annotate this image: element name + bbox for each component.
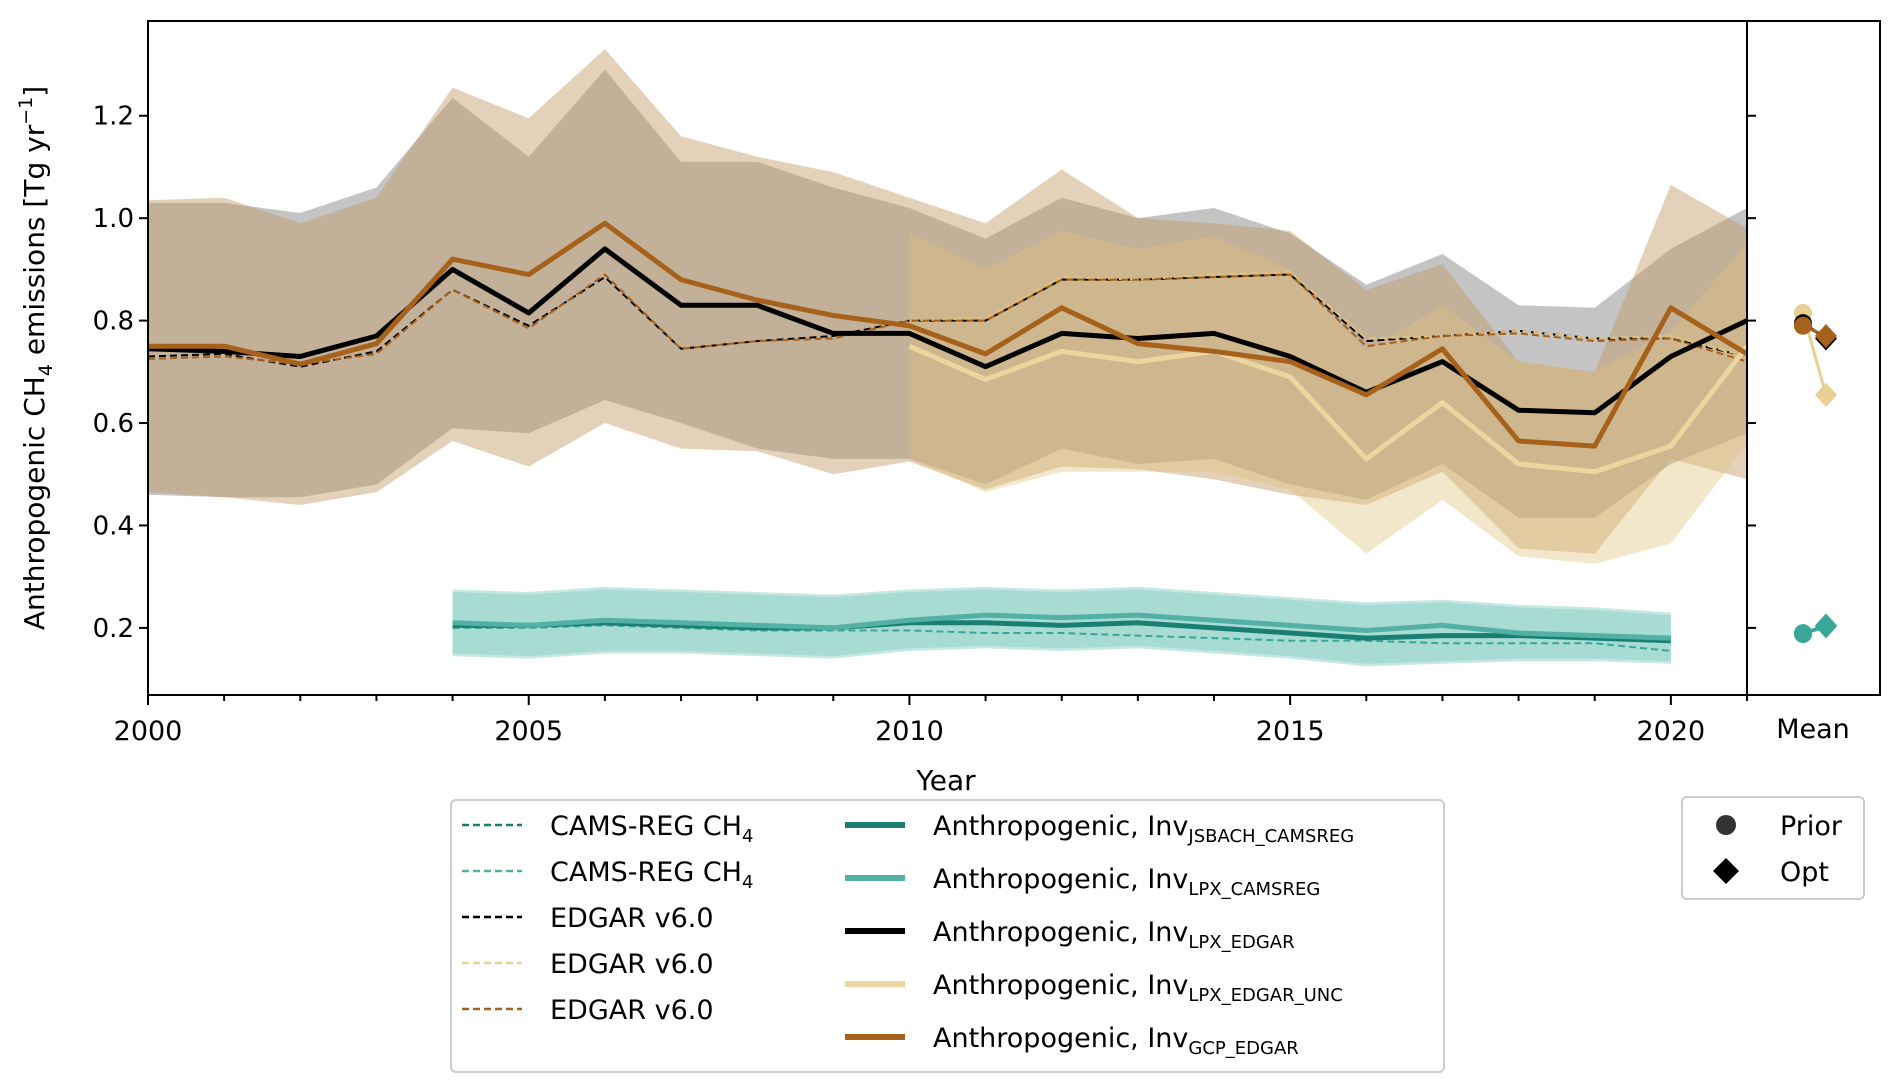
series-line-5 bbox=[452, 612, 1671, 641]
legend-label: Anthropogenic, InvGCP_EDGAR bbox=[933, 1023, 1299, 1059]
legend-label-sub: LPX_CAMSREG bbox=[1188, 879, 1320, 900]
legend-label-sub: LPX_EDGAR bbox=[1188, 932, 1294, 953]
x-tick-label: 2015 bbox=[1256, 716, 1325, 747]
y-tick-label: 0.8 bbox=[93, 307, 134, 337]
mean-opt-marker bbox=[1815, 382, 1837, 407]
legend-label-sub: JSBACH_CAMSREG bbox=[1187, 826, 1354, 847]
legend-label: EDGAR v6.0 bbox=[550, 903, 714, 934]
mean-prior-marker bbox=[1794, 316, 1812, 335]
legend-label-main: CAMS-REG CH bbox=[550, 811, 742, 842]
mean-label: Mean bbox=[1776, 714, 1850, 745]
legend-label-sub: 4 bbox=[742, 826, 753, 847]
legend-label-main: CAMS-REG CH bbox=[550, 857, 742, 888]
legend-label: Anthropogenic, InvLPX_EDGAR bbox=[933, 917, 1295, 953]
legend-label-main: Anthropogenic, Inv bbox=[933, 811, 1188, 842]
legend-label-main: Anthropogenic, Inv bbox=[933, 1023, 1188, 1054]
uncertainty-band-0 bbox=[148, 69, 1747, 518]
mean-opt-marker bbox=[1815, 323, 1837, 348]
axes: 2000 2005 2010 2015 2020 0.2 0.4 0.6 0.8 1.0 1.2 bbox=[93, 20, 1881, 747]
series-line-3 bbox=[452, 624, 1671, 652]
series-line-4 bbox=[452, 620, 1671, 644]
legend-label-sub: GCP_EDGAR bbox=[1188, 1038, 1298, 1059]
y-tick-label: 0.6 bbox=[93, 409, 134, 439]
y-tick-label: 0.2 bbox=[93, 614, 134, 644]
mean-prior-marker bbox=[1794, 625, 1812, 644]
legend-label-main: EDGAR v6.0 bbox=[550, 903, 714, 934]
series-line-7 bbox=[908, 343, 1749, 475]
y-tick-label: 1.2 bbox=[93, 102, 134, 132]
legend-label: EDGAR v6.0 bbox=[550, 995, 714, 1026]
legend-label: Anthropogenic, InvJSBACH_CAMSREG bbox=[933, 811, 1354, 847]
plot-area bbox=[147, 49, 1837, 667]
legend-label-main: EDGAR v6.0 bbox=[550, 995, 714, 1026]
circle-marker-icon bbox=[1716, 815, 1736, 835]
legend-label-sub: 4 bbox=[742, 872, 753, 893]
legend-label: CAMS-REG CH4 bbox=[550, 811, 753, 847]
legend-label: CAMS-REG CH4 bbox=[550, 857, 753, 893]
series-line-8 bbox=[148, 220, 1749, 449]
legend-box bbox=[450, 799, 1445, 1073]
marker-legend: Prior Opt bbox=[1681, 796, 1865, 900]
legend-label-sub: LPX_EDGAR_UNC bbox=[1188, 985, 1342, 1006]
x-tick-label: 2005 bbox=[494, 716, 563, 747]
series-line-2 bbox=[147, 273, 1748, 366]
y-tick-label: 0.4 bbox=[93, 511, 134, 541]
diamond-marker-icon bbox=[1713, 858, 1739, 884]
mean-opt-marker bbox=[1815, 614, 1837, 639]
legend-label: Anthropogenic, InvLPX_EDGAR_UNC bbox=[933, 970, 1343, 1006]
legend-label: Anthropogenic, InvLPX_CAMSREG bbox=[933, 864, 1320, 900]
legend-label: EDGAR v6.0 bbox=[550, 949, 714, 980]
legend-label-main: Anthropogenic, Inv bbox=[933, 970, 1188, 1001]
marker-legend-label: Opt bbox=[1780, 857, 1829, 888]
x-tick-label: 2020 bbox=[1636, 716, 1705, 747]
uncertainty-band-2 bbox=[909, 230, 1747, 564]
uncertainty-band-1 bbox=[148, 49, 1747, 554]
legend-label-main: Anthropogenic, Inv bbox=[933, 864, 1188, 895]
x-axis-label: Year bbox=[915, 764, 976, 797]
legend-label-main: EDGAR v6.0 bbox=[550, 949, 714, 980]
x-tick-label: 2000 bbox=[114, 716, 183, 747]
legend-label-main: Anthropogenic, Inv bbox=[933, 917, 1188, 948]
x-tick-label: 2010 bbox=[875, 716, 944, 747]
y-tick-label: 1.0 bbox=[93, 204, 134, 234]
axes-frame bbox=[147, 20, 1881, 696]
marker-legend-label: Prior bbox=[1780, 811, 1843, 842]
series-line-1 bbox=[909, 270, 1748, 358]
y-axis-label: Anthropogenic CH4 emissions [Tg yr−1] bbox=[15, 86, 57, 630]
